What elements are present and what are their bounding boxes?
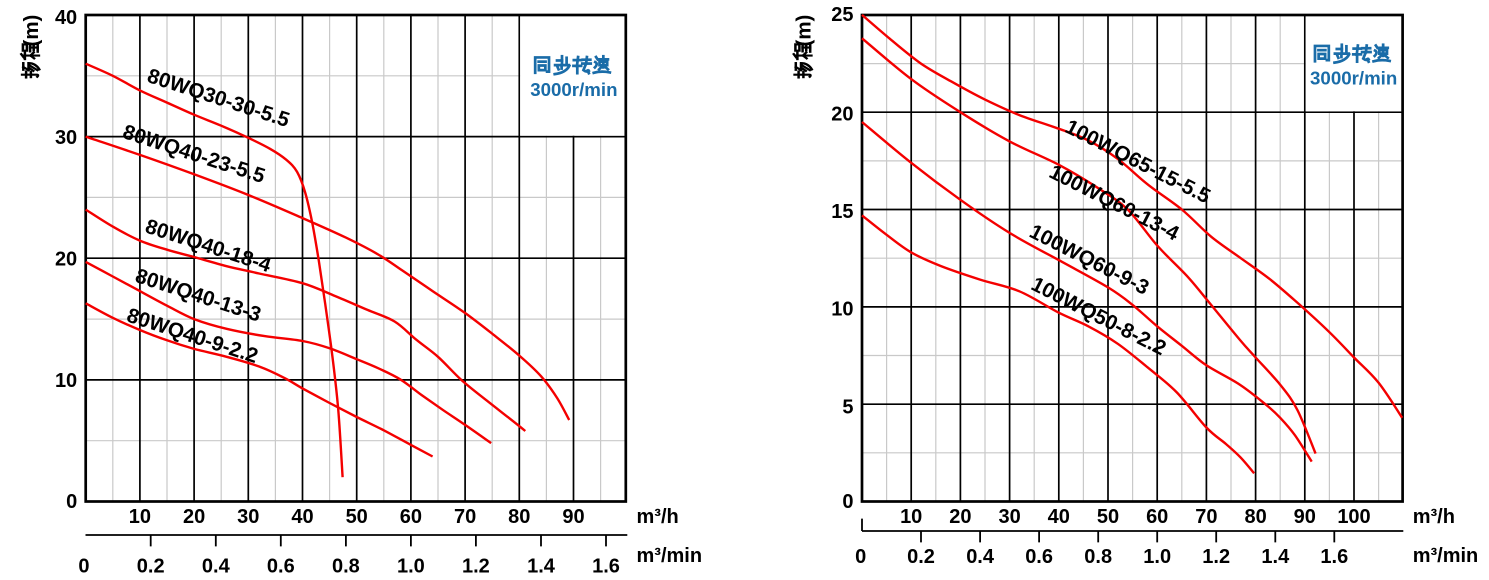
svg-text:(m): (m) [20,15,43,47]
svg-text:1.2: 1.2 [1202,546,1230,568]
svg-text:40: 40 [55,7,77,29]
svg-text:1.4: 1.4 [527,555,556,577]
svg-text:25: 25 [831,4,853,26]
svg-text:0.2: 0.2 [137,555,165,577]
svg-text:15: 15 [831,201,853,223]
svg-text:(m): (m) [793,15,816,47]
svg-text:40: 40 [1048,506,1070,528]
svg-text:0: 0 [78,555,89,577]
svg-text:20: 20 [831,103,853,125]
svg-text:0.4: 0.4 [202,555,231,577]
svg-text:30: 30 [998,506,1020,528]
svg-text:5: 5 [842,396,853,418]
svg-text:20: 20 [55,249,77,271]
svg-text:70: 70 [1195,506,1217,528]
svg-text:0.8: 0.8 [1084,546,1112,568]
svg-text:1.4: 1.4 [1261,546,1290,568]
svg-text:1.6: 1.6 [592,555,620,577]
svg-text:m³/h: m³/h [637,506,679,528]
svg-text:0: 0 [842,491,853,513]
svg-text:60: 60 [400,506,422,528]
svg-text:30: 30 [55,127,77,149]
svg-text:90: 90 [1294,506,1316,528]
svg-text:0: 0 [66,491,77,513]
svg-text:80: 80 [508,506,530,528]
svg-text:10: 10 [55,370,77,392]
svg-text:10: 10 [831,299,853,321]
svg-text:0.4: 0.4 [966,546,995,568]
svg-text:50: 50 [1097,506,1119,528]
svg-text:1.2: 1.2 [462,555,490,577]
svg-text:0.8: 0.8 [332,555,360,577]
svg-text:0.2: 0.2 [907,546,935,568]
svg-text:3000r/min: 3000r/min [1310,68,1397,89]
svg-text:m³/min: m³/min [637,545,703,567]
svg-text:10: 10 [129,506,151,528]
svg-text:10: 10 [900,506,922,528]
svg-text:1.0: 1.0 [1143,546,1171,568]
svg-text:60: 60 [1146,506,1168,528]
svg-text:20: 20 [183,506,205,528]
svg-text:30: 30 [237,506,259,528]
svg-text:0.6: 0.6 [267,555,295,577]
svg-text:0.6: 0.6 [1025,546,1053,568]
svg-text:1.6: 1.6 [1320,546,1348,568]
svg-text:90: 90 [562,506,584,528]
svg-text:80: 80 [1244,506,1266,528]
svg-text:1.0: 1.0 [397,555,425,577]
svg-text:70: 70 [454,506,476,528]
svg-text:m³/min: m³/min [1413,545,1479,567]
svg-text:100: 100 [1337,506,1370,528]
svg-text:50: 50 [346,506,368,528]
svg-text:3000r/min: 3000r/min [530,79,617,100]
svg-text:20: 20 [949,506,971,528]
svg-text:40: 40 [291,506,313,528]
svg-text:0: 0 [855,546,866,568]
svg-text:m³/h: m³/h [1413,506,1455,528]
